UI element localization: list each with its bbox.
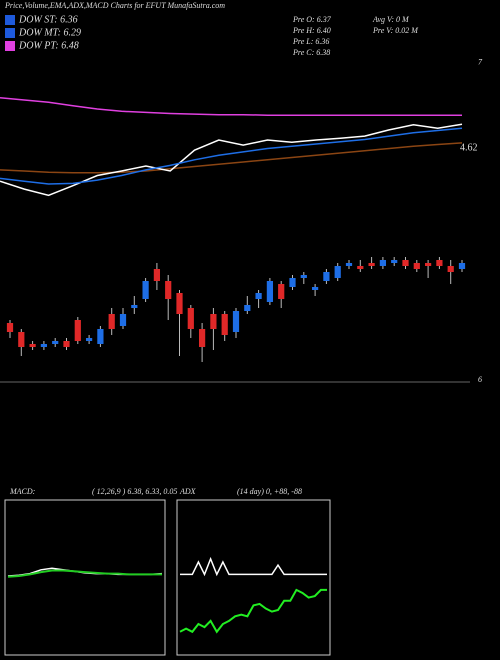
candle-body [210, 314, 217, 329]
candle-body [6, 323, 14, 332]
candle-body [391, 260, 398, 263]
candle-body [97, 329, 104, 344]
adx-panel [176, 499, 331, 656]
candle-body [311, 287, 319, 290]
series-line [179, 588, 327, 634]
candle-body [165, 281, 172, 299]
series-line [0, 142, 463, 174]
annotation: 4.62 [460, 142, 478, 153]
candle-body [413, 263, 420, 269]
candle-body [357, 266, 364, 269]
candle-body [368, 263, 375, 266]
stat: Pre L: 6.36 [292, 37, 329, 46]
candle-body [74, 320, 81, 341]
candle-body [63, 341, 70, 347]
candle-body [278, 284, 285, 299]
legend-label: DOW MT: 6.29 [18, 27, 81, 38]
candle-body [198, 329, 206, 347]
candle-body [447, 266, 454, 272]
panel-subtitle: (14 day) 0, +88, -88 [237, 487, 302, 496]
candle-body [29, 344, 36, 347]
candle-body [345, 263, 353, 266]
candle-body [402, 260, 409, 266]
stat: Pre V: 0.02 M [372, 26, 419, 35]
series-line [0, 123, 463, 197]
candle-body [52, 341, 59, 344]
candle-body [85, 338, 93, 341]
candle-body [131, 305, 138, 308]
series-line [180, 556, 327, 577]
stat: Pre O: 6.37 [292, 15, 332, 24]
candle-body [334, 266, 341, 278]
candle-body [221, 314, 228, 335]
panel-title: MACD: [9, 487, 36, 496]
series-line [7, 569, 162, 578]
candle-body [119, 314, 127, 326]
candle-body [232, 311, 240, 332]
candle-body [187, 308, 194, 329]
legend-label: DOW ST: 6.36 [18, 14, 78, 25]
series-line [0, 127, 463, 185]
panel-title: ADX [179, 487, 197, 496]
legend-swatch [5, 15, 15, 25]
candle-body [255, 293, 262, 299]
candle-body [424, 263, 432, 266]
legend-label: DOW PT: 6.48 [18, 40, 79, 51]
chart-title: Price,Volume,EMA,ADX,MACD Charts for EFU… [4, 1, 225, 10]
candle-body [142, 281, 149, 299]
stat: Pre H: 6.40 [292, 26, 331, 35]
candle-body [300, 275, 307, 278]
stat: Avg V: 0 M [372, 15, 410, 24]
legend-swatch [5, 41, 15, 51]
candle-body [266, 281, 274, 302]
candle-body [289, 278, 296, 287]
candle-body [458, 263, 466, 269]
candle-body [323, 272, 330, 281]
candle-body [18, 332, 25, 347]
y-tick-label: 6 [478, 375, 482, 384]
candle-body [176, 293, 183, 314]
legend-swatch [5, 28, 15, 38]
series-line [0, 97, 462, 116]
candle-body [153, 269, 161, 281]
candle-body [244, 305, 251, 311]
candle-body [436, 260, 443, 266]
candle-body [108, 314, 115, 329]
stat: Pre C: 6.38 [292, 48, 330, 57]
y-tick-label: 7 [478, 58, 483, 67]
candle-body [379, 260, 387, 266]
macd-panel [4, 499, 166, 656]
candle-body [40, 344, 48, 347]
panel-subtitle: ( 12,26,9 ) 6.38, 6.33, 0.05 [92, 487, 177, 496]
